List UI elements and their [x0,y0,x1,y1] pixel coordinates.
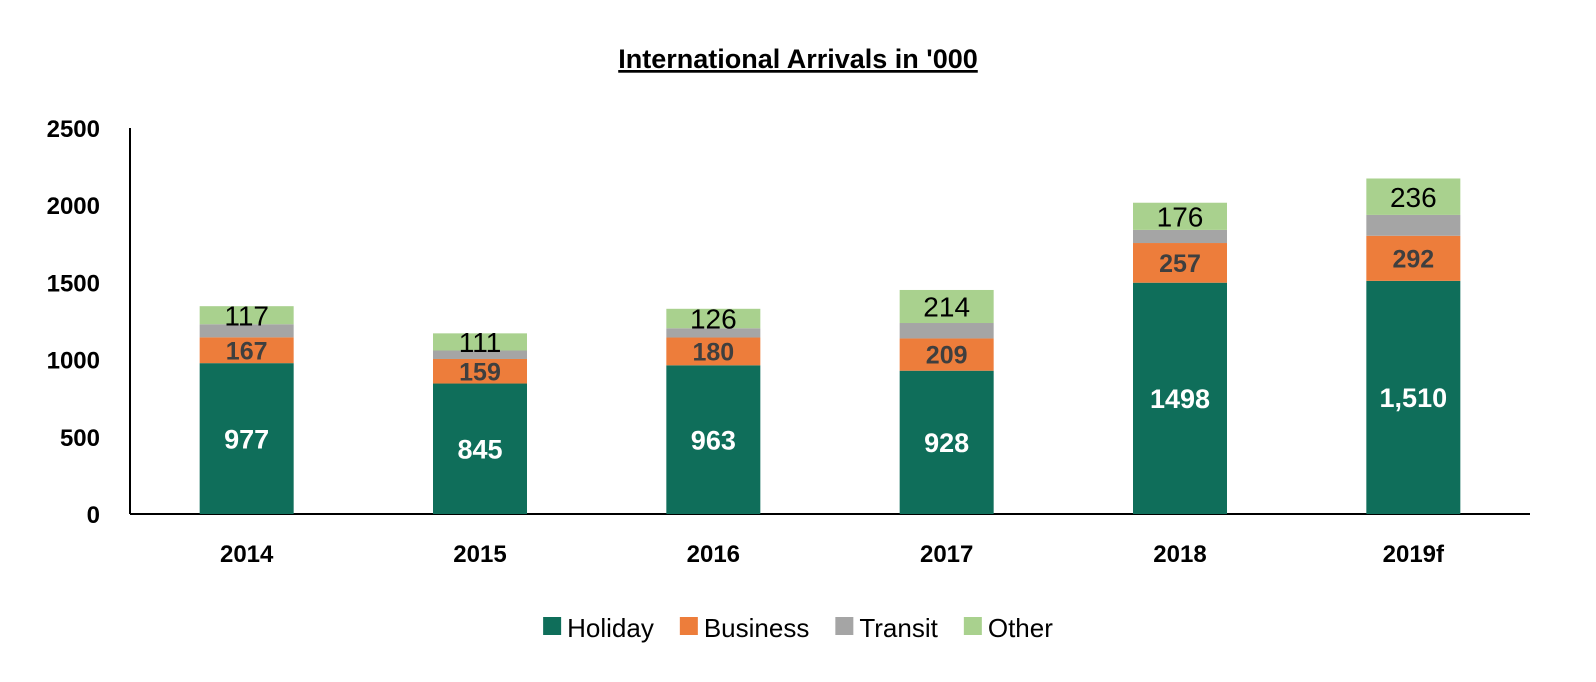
bar-segment-transit [1366,214,1461,236]
bar-segment-transit [199,324,294,338]
bar-segment-holiday [433,383,527,514]
x-tick-label: 2015 [453,541,506,568]
bar-segment-transit [433,350,527,359]
x-tick-label: 2019f [1383,541,1445,568]
legend-swatch-other [963,617,982,635]
data-label-business: 292 [1392,245,1434,273]
data-label-other: 176 [1157,201,1204,232]
data-label-holiday: 845 [457,434,502,464]
legend-label-other: Other [988,613,1053,643]
y-tick-label: 2000 [47,193,100,220]
bar-segment-other [899,289,994,324]
y-axis-ticks: 0 500 1000 1500 2000 2500 [47,116,100,529]
x-tick-label: 2017 [920,541,973,568]
data-label-business: 209 [926,342,968,370]
bar-segment-business [899,338,994,371]
bar-segment-transit [1133,229,1227,244]
legend-swatch-holiday [543,617,562,635]
x-axis-labels: 2014 2015 2016 2017 2018 2019f [220,541,1445,568]
y-tick-label: 1000 [47,348,100,375]
data-label-other: 214 [923,292,970,323]
legend-swatch-business [679,617,698,635]
bar-segment-holiday [899,370,994,514]
data-label-business: 180 [692,338,734,366]
x-tick-label: 2014 [220,541,274,568]
data-label-business: 159 [459,358,501,386]
data-label-other: 111 [459,327,502,358]
data-label-holiday: 928 [924,428,969,458]
data-label-other: 126 [690,304,737,335]
data-label-other: 236 [1390,182,1437,213]
bar-segment-other [1133,202,1227,230]
data-label-other: 117 [224,300,269,331]
legend-label-business: Business [704,613,810,643]
bar-segment-business [1366,235,1461,281]
bar-segment-other [199,306,294,325]
bar-segment-holiday [1133,282,1227,514]
legend-swatch-transit [835,617,854,635]
data-label-holiday: 963 [691,425,736,455]
legend-label-transit: Transit [859,613,938,643]
bar-segment-transit [899,323,994,339]
bar-segment-business [199,337,294,364]
legend: Holiday Business Transit Other [543,613,1053,643]
data-label-holiday: 1,510 [1380,383,1448,413]
chart-title: International Arrivals in '000 [618,44,978,74]
data-label-holiday: 977 [224,424,269,454]
y-tick-label: 1500 [47,270,100,297]
y-tick-label: 500 [60,425,100,452]
data-label-holiday: 1498 [1150,384,1210,414]
bar-segment-holiday [1366,280,1461,514]
bar-segment-business [666,337,761,366]
data-label-business: 167 [226,337,268,365]
y-tick-label: 0 [87,502,100,529]
bar-segment-holiday [199,363,294,514]
legend-label-holiday: Holiday [567,613,654,643]
bar-segment-transit [666,328,761,338]
bar-segment-holiday [666,365,761,514]
bar-segment-other [433,333,527,351]
bar-segment-other [666,308,761,329]
bar-segment-business [433,358,527,384]
bar-segment-business [1133,243,1227,283]
y-tick-label: 2500 [47,116,100,143]
x-tick-label: 2018 [1153,541,1206,568]
bar-segment-other [1366,178,1461,215]
data-label-business: 257 [1159,250,1201,278]
x-tick-label: 2016 [687,541,740,568]
